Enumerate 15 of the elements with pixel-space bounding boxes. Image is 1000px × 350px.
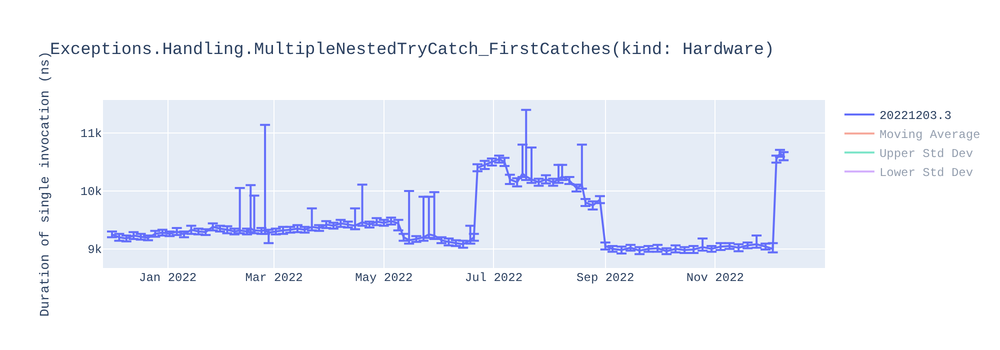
x-tick-label: Mar 2022 — [245, 271, 303, 285]
legend-label: Moving Average — [879, 128, 980, 142]
x-tick-label: Sep 2022 — [576, 271, 634, 285]
y-tick-label: 11k — [80, 127, 102, 142]
x-tick-label: Jul 2022 — [464, 271, 523, 285]
x-tick-label: Jan 2022 — [139, 271, 197, 285]
x-tick-label: May 2022 — [355, 271, 413, 285]
legend-label: Upper Std Dev — [879, 147, 974, 162]
y-axis-title: Duration of single invocation (ns) — [37, 51, 52, 317]
legend-label: Lower Std Dev — [879, 166, 974, 180]
y-tick-label: 9k — [88, 243, 102, 258]
y-tick-label: 10k — [80, 185, 102, 200]
chart-title: Exceptions.Handling.MultipleNestedTryCatch_FirstCatches(kind: Hardware) — [50, 40, 774, 60]
legend-label: 20221203.3 — [879, 109, 952, 124]
x-tick-label: Nov 2022 — [686, 271, 744, 285]
